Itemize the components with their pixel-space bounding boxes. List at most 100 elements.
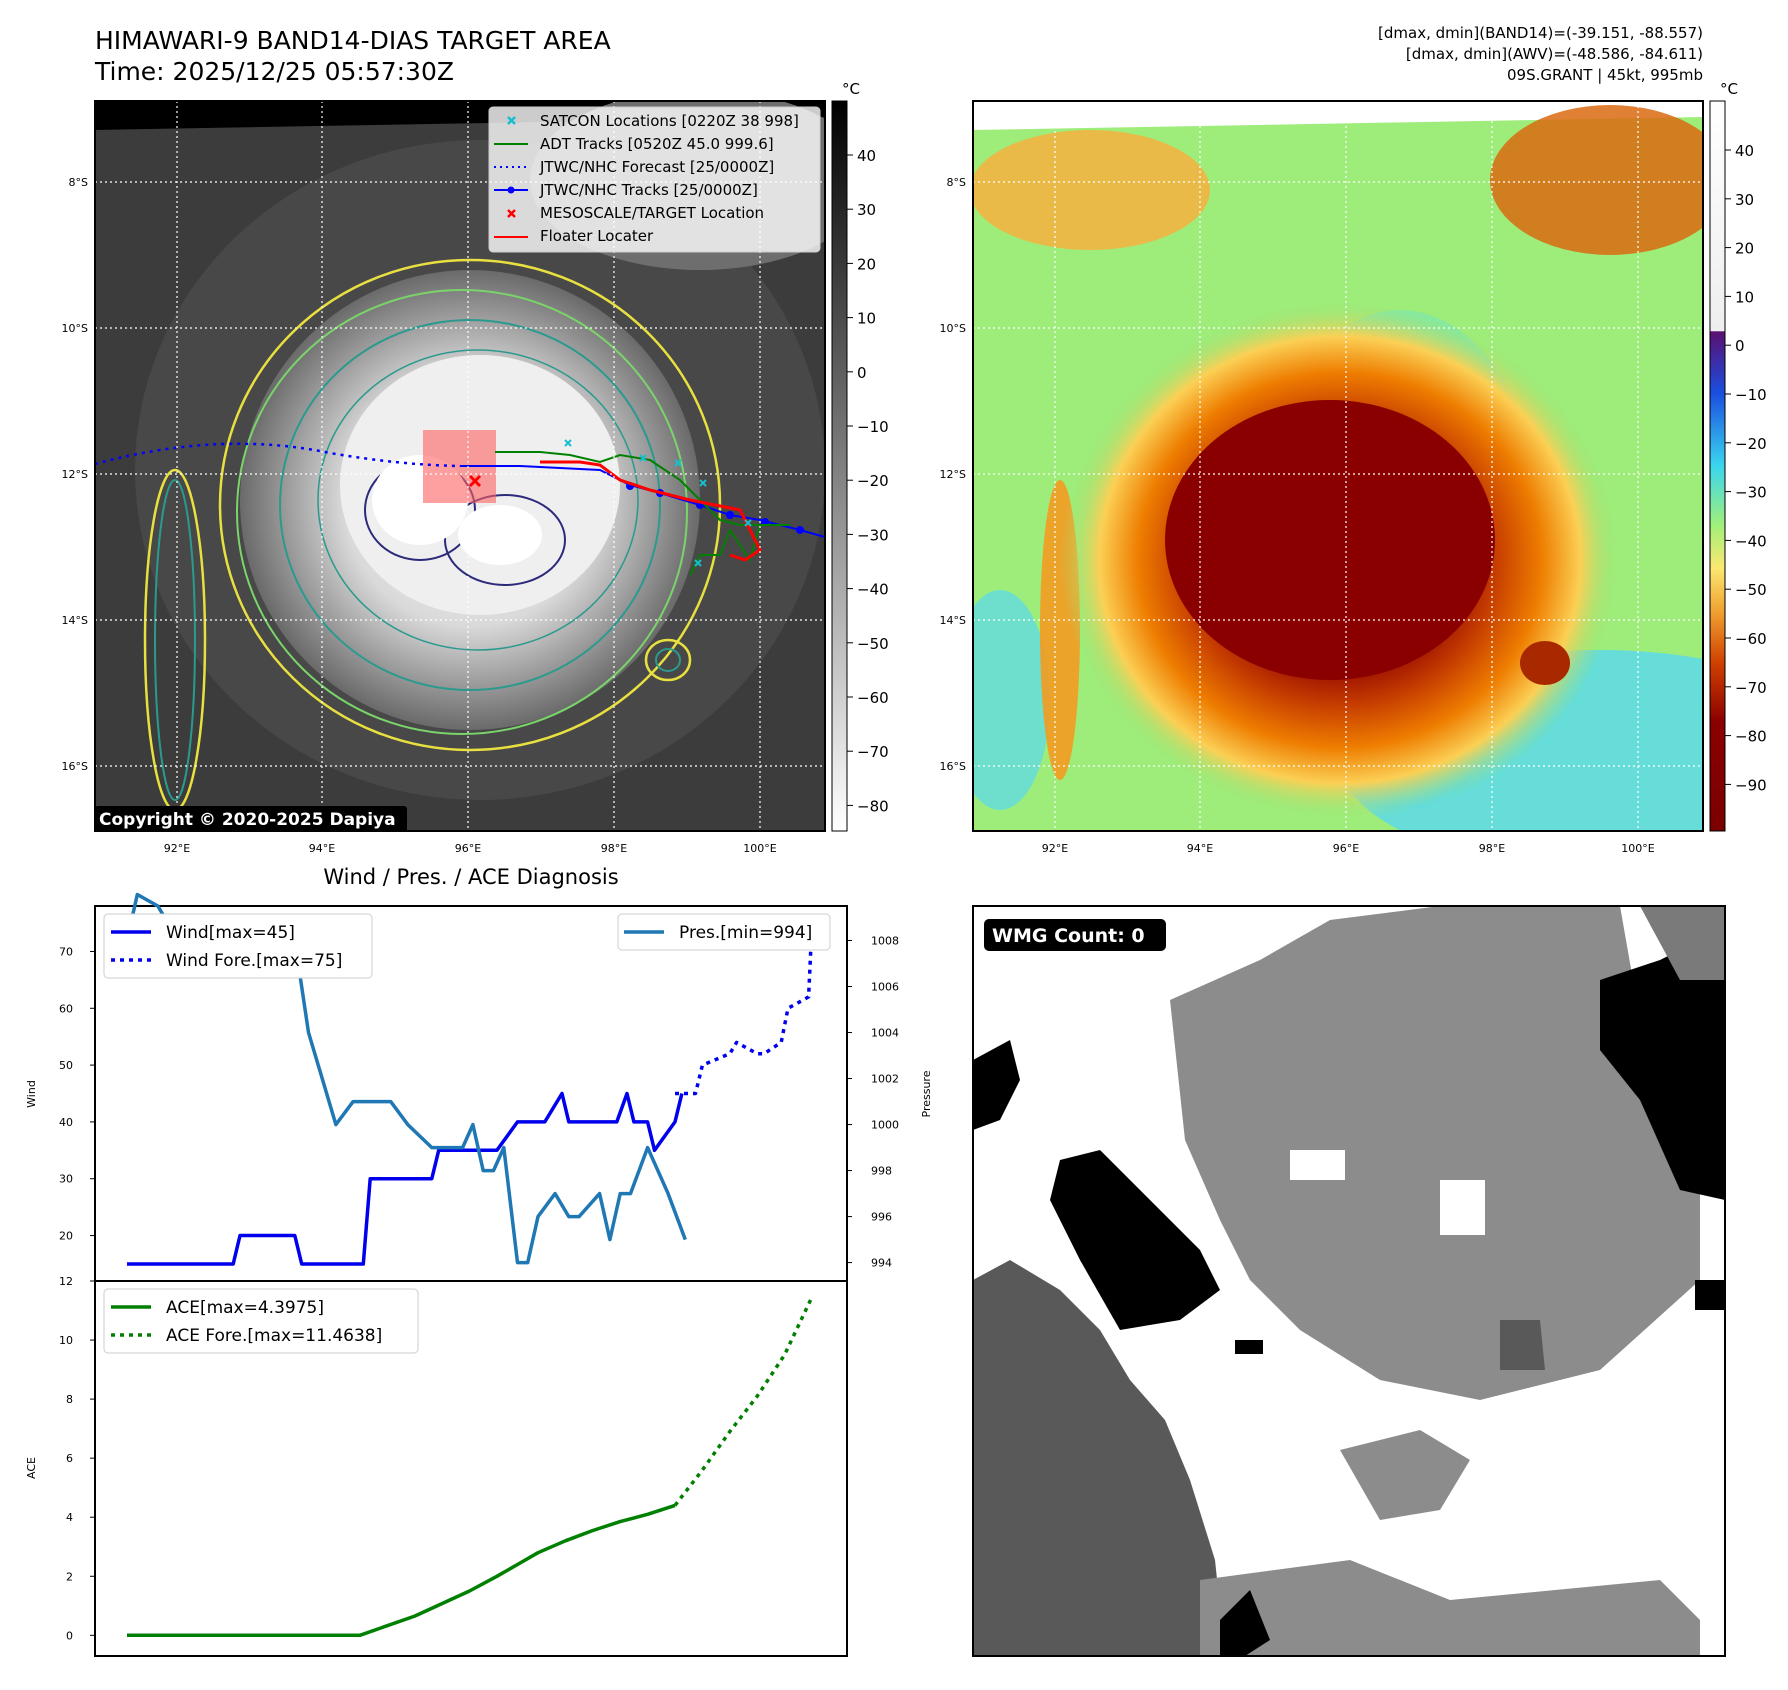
right-colorbar	[1709, 100, 1726, 832]
pressure-legend: Pres.[min=994]	[617, 913, 831, 951]
y2-tick-label: 996	[871, 1211, 892, 1224]
colorbar-tick-label: −40	[857, 581, 889, 599]
copyright-badge	[95, 806, 407, 832]
lat-tick-label: 14°S	[940, 614, 966, 627]
info-band14-range: [dmax, dmin](BAND14)=(-39.151, -88.557)	[1378, 24, 1703, 42]
figure-title: HIMAWARI-9 BAND14-DIAS TARGET AREA	[95, 26, 611, 55]
colorbar-tick-label: 20	[857, 255, 876, 273]
colorbar-tick-label: 0	[857, 364, 867, 382]
ace-plot: 0 2 4 6 8 10 12	[59, 1275, 814, 1642]
y2-tick-label: 1002	[871, 1073, 899, 1086]
pressure-legend-label: Pres.[min=994]	[679, 923, 812, 943]
legend-label-floater: Floater Locater	[540, 227, 654, 245]
lon-tick-label: 98°E	[1479, 842, 1505, 855]
legend-satcon-icon	[507, 116, 516, 125]
right-colorbar-ticks: 40 30 20 10 0 −10 −20 −30 −40 −50 −60 −70 −80 −90	[1725, 142, 1767, 794]
ace-axis-label: ACE	[25, 1457, 38, 1479]
lon-tick-label: 96°E	[1333, 842, 1359, 855]
colorbar-tick-label: 40	[1735, 142, 1754, 160]
lat-tick-label: 12°S	[62, 468, 88, 481]
lat-tick-label: 16°S	[940, 760, 966, 773]
series-line	[127, 1091, 684, 1266]
colorbar-tick-label: −30	[857, 526, 889, 544]
y-tick-label: 12	[59, 1275, 73, 1288]
y-tick-label: 6	[66, 1452, 73, 1465]
colorbar-tick-label: −80	[857, 797, 889, 815]
colorbar-tick-label: −50	[1735, 581, 1767, 599]
ace-forecast-legend-label: ACE Fore.[max=11.4638]	[166, 1326, 382, 1346]
y-tick-label: 2	[66, 1570, 73, 1583]
right-map-frame	[972, 100, 1704, 832]
y-tick-label: 10	[59, 1334, 73, 1347]
y2-tick-label: 1000	[871, 1119, 899, 1132]
left-colorbar-unit: °C	[842, 80, 860, 98]
colorbar-tick-label: −20	[857, 472, 889, 490]
y2-tick-label: 1004	[871, 1027, 899, 1040]
left-colorbar	[831, 100, 848, 832]
legend-target-icon	[507, 209, 516, 218]
wind-legend: Wind[max=45] Wind Fore.[max=75]	[103, 913, 373, 979]
lat-tick-label: 10°S	[62, 322, 88, 335]
wind-legend-label: Wind[max=45]	[166, 923, 295, 943]
series-line	[127, 1503, 676, 1638]
colorbar-tick-label: −60	[857, 689, 889, 707]
left-map-frame	[94, 100, 826, 832]
lat-tick-label: 8°S	[947, 176, 966, 189]
legend-label-jtwc: JTWC/NHC Tracks [25/0000Z]	[539, 181, 758, 199]
lat-tick-label: 8°S	[69, 176, 88, 189]
colorbar-tick-label: 30	[857, 201, 876, 219]
legend-label-adt: ADT Tracks [0520Z 45.0 999.6]	[540, 135, 774, 153]
left-colorbar-ticks: 40 30 20 10 0 −10 −20 −30 −40 −50 −60 −70 −80	[847, 147, 889, 815]
wind-forecast-legend-label: Wind Fore.[max=75]	[166, 951, 342, 971]
colorbar-tick-label: −10	[1735, 386, 1767, 404]
y-tick-label: 30	[59, 1173, 73, 1186]
lat-tick-label: 16°S	[62, 760, 88, 773]
series-line	[675, 922, 814, 1096]
colorbar-tick-label: −50	[857, 635, 889, 653]
figure-time: Time: 2025/12/25 05:57:30Z	[94, 57, 454, 86]
wmg-panel	[972, 905, 1726, 1657]
lon-tick-label: 94°E	[309, 842, 335, 855]
pressure-axis-label: Pressure	[920, 1070, 933, 1117]
colorbar-tick-label: −60	[1735, 630, 1767, 648]
right-colorbar-unit: °C	[1720, 80, 1738, 98]
y-tick-label: 20	[59, 1230, 73, 1243]
colorbar-tick-label: 40	[857, 147, 876, 165]
lon-tick-label: 92°E	[164, 842, 190, 855]
lon-tick-label: 92°E	[1042, 842, 1068, 855]
lat-tick-label: 14°S	[62, 614, 88, 627]
lon-tick-label: 94°E	[1187, 842, 1213, 855]
info-awv-range: [dmax, dmin](AWV)=(-48.586, -84.611)	[1406, 45, 1703, 63]
colorbar-tick-label: −70	[1735, 679, 1767, 697]
y-tick-label: 0	[66, 1629, 73, 1642]
legend-label-forecast: JTWC/NHC Forecast [25/0000Z]	[539, 158, 774, 176]
colorbar-tick-label: 10	[857, 310, 876, 328]
legend-label-satcon: SATCON Locations [0220Z 38 998]	[540, 112, 799, 130]
ace-panel	[94, 1280, 848, 1657]
wmg-count-label: WMG Count: 0	[992, 925, 1145, 947]
y2-tick-label: 1008	[871, 935, 899, 948]
y-tick-label: 70	[59, 945, 73, 958]
legend-label-target: MESOSCALE/TARGET Location	[540, 204, 764, 222]
diagnosis-chart-title: Wind / Pres. / ACE Diagnosis	[323, 865, 618, 889]
wmg-count-badge	[984, 919, 1166, 951]
colorbar-tick-label: −30	[1735, 484, 1767, 502]
satcon-markers	[564, 439, 752, 567]
adt-track-line	[495, 451, 790, 526]
y-tick-label: 8	[66, 1393, 73, 1406]
colorbar-tick-label: −70	[857, 743, 889, 761]
colorbar-tick-label: 20	[1735, 240, 1754, 258]
wind-axis-label: Wind	[25, 1080, 38, 1108]
floater-track-line	[540, 460, 762, 562]
y2-tick-label: 994	[871, 1257, 892, 1270]
series-line	[673, 1296, 814, 1507]
lon-tick-label: 98°E	[601, 842, 627, 855]
colorbar-tick-label: −90	[1735, 776, 1767, 794]
right-map-tick-labels: 8°S 10°S 12°S 14°S 16°S 92°E 94°E 96°E 98°E 100°E	[940, 176, 1655, 855]
colorbar-tick-label: 30	[1735, 191, 1754, 209]
lat-tick-label: 12°S	[940, 468, 966, 481]
colorbar-tick-label: −80	[1735, 728, 1767, 746]
left-map-legend: SATCON Locations [0220Z 38 998] ADT Trac…	[488, 106, 821, 253]
lat-tick-label: 10°S	[940, 322, 966, 335]
